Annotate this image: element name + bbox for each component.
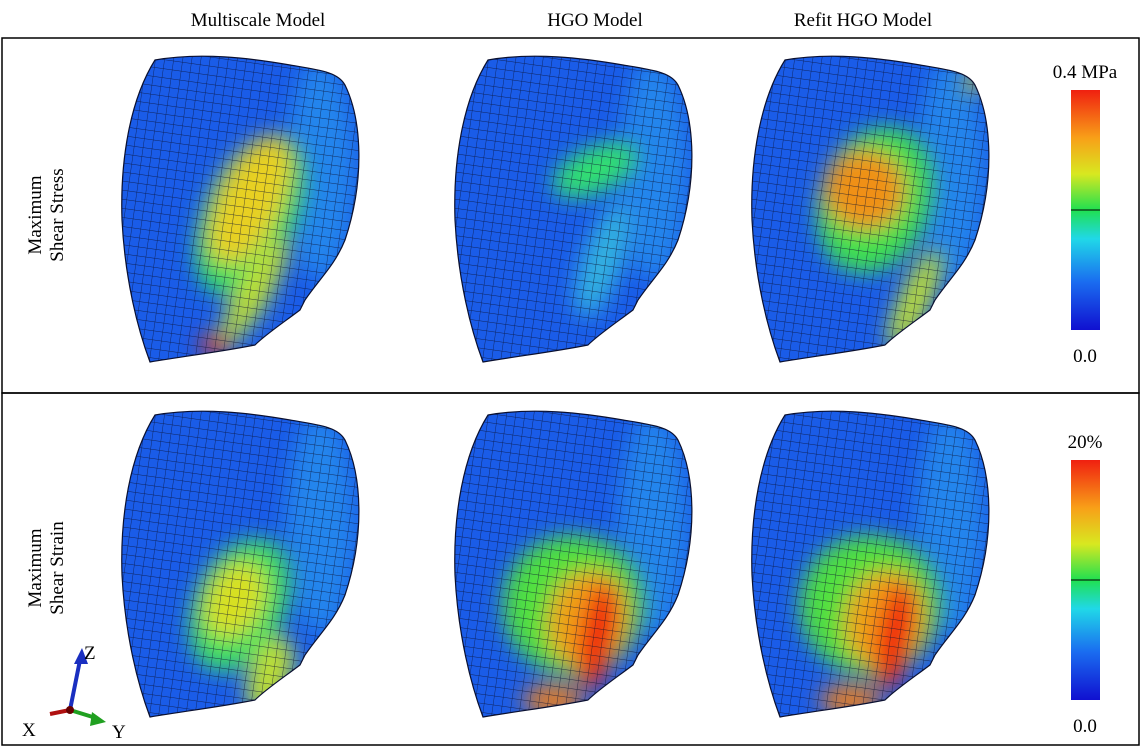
row-label: Maximum Shear Stress — [25, 168, 68, 261]
mesh — [730, 40, 1010, 380]
column-title: Multiscale Model — [191, 10, 326, 31]
z-axis — [70, 660, 80, 710]
row-label-line: Maximum — [25, 528, 46, 607]
model-rendering — [100, 395, 380, 735]
model-rendering — [100, 40, 380, 380]
model-surface — [730, 40, 1010, 380]
row-label-line: Shear Strain — [47, 521, 68, 615]
row-label-line: Shear Stress — [47, 168, 68, 261]
model-rendering — [433, 40, 713, 380]
colorbar-min: 0.0 — [1073, 716, 1097, 737]
triad-origin — [66, 706, 74, 714]
model-rendering — [730, 395, 1010, 735]
model-surface — [730, 395, 1010, 735]
axis-triad: X Y Z — [22, 643, 126, 743]
model-renderings — [100, 40, 1010, 735]
model-surface — [100, 395, 380, 735]
mesh — [433, 395, 713, 735]
axis-label: X — [22, 720, 36, 741]
row-label-line: Maximum — [25, 175, 46, 254]
row-label: Maximum Shear Strain — [25, 521, 68, 615]
figure: Multiscale Model HGO Model Refit HGO Mod… — [0, 0, 1142, 747]
y-arrowhead — [90, 712, 106, 726]
column-title: Refit HGO Model — [794, 10, 932, 31]
mesh — [433, 40, 713, 380]
mesh — [100, 395, 380, 735]
mesh — [100, 40, 380, 380]
colorbar-max: 0.4 MPa — [1053, 62, 1118, 83]
colorbar-min: 0.0 — [1073, 346, 1097, 367]
colorbar-max: 20% — [1068, 432, 1103, 453]
axis-label: Z — [84, 643, 96, 664]
model-surface — [100, 40, 380, 380]
axis-label: Y — [112, 722, 126, 743]
model-rendering — [730, 40, 1010, 380]
model-surface — [433, 40, 713, 380]
column-title: HGO Model — [547, 10, 643, 31]
model-rendering — [433, 395, 713, 735]
mesh — [730, 395, 1010, 735]
model-surface — [433, 395, 713, 735]
